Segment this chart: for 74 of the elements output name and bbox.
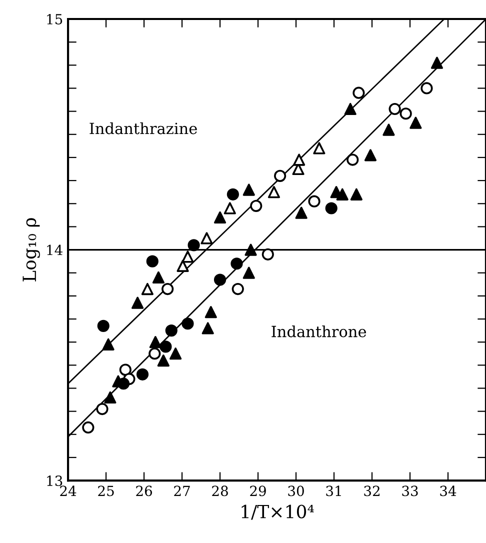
x-tick-label: 24 [60, 486, 76, 496]
point [274, 170, 286, 182]
point [176, 260, 189, 272]
point [141, 282, 154, 296]
point [132, 296, 144, 309]
point [346, 154, 359, 166]
point [420, 82, 433, 94]
point [388, 102, 401, 116]
x-tick-label: 34 [440, 486, 456, 496]
point [293, 154, 306, 166]
point [295, 206, 308, 219]
point [200, 232, 213, 244]
x-tick-label: 32 [364, 486, 380, 496]
point [224, 202, 236, 214]
point [400, 108, 412, 120]
point [382, 124, 395, 136]
point [117, 378, 130, 390]
point [242, 266, 255, 279]
point [149, 336, 162, 348]
point [250, 200, 262, 212]
point [136, 368, 149, 380]
annotation: Indanthrone [272, 325, 366, 338]
x-tick-label: 26 [136, 486, 152, 496]
point [336, 188, 348, 200]
point [160, 340, 172, 353]
point [410, 116, 422, 129]
point [102, 338, 114, 350]
point [242, 184, 255, 196]
point [325, 202, 338, 214]
x-tick-label: 31 [326, 486, 341, 496]
point [82, 421, 94, 434]
point [204, 306, 217, 318]
x-tick-label: 27 [174, 486, 190, 496]
point [202, 322, 214, 334]
y-tick-label: 14 [47, 244, 62, 256]
point [148, 348, 161, 360]
point [230, 258, 243, 270]
point [232, 282, 244, 296]
point [162, 282, 174, 296]
point [214, 274, 226, 286]
point [344, 102, 356, 116]
point [268, 186, 280, 198]
point [119, 364, 132, 376]
x-tick-label: 29 [250, 486, 266, 496]
point [214, 211, 226, 224]
point [96, 402, 108, 416]
point [165, 324, 178, 337]
x-tick-label: 25 [98, 486, 114, 496]
point [313, 142, 326, 154]
y-axis-title: Log₁₀ ρ [22, 218, 40, 282]
point [308, 195, 320, 208]
annotation: Indanthrazine [90, 122, 197, 134]
point [244, 244, 257, 256]
x-tick-label: 33 [402, 486, 418, 496]
point [97, 320, 110, 332]
y-tick-label: 15 [47, 14, 62, 24]
x-tick-label: 30 [288, 486, 304, 496]
x-tick-label: 28 [212, 486, 228, 496]
point [157, 354, 170, 367]
point [350, 188, 362, 200]
point [188, 239, 200, 252]
point [430, 56, 444, 69]
point [262, 248, 274, 260]
point [146, 255, 158, 268]
x-axis-title: 1/T×10⁴ [242, 504, 314, 520]
point [182, 318, 194, 330]
point [364, 149, 377, 162]
point [152, 271, 165, 284]
point [104, 391, 116, 404]
point [226, 188, 239, 200]
y-tick-label: 13 [47, 476, 62, 486]
point [170, 348, 182, 360]
point [352, 86, 365, 99]
point [182, 250, 194, 263]
